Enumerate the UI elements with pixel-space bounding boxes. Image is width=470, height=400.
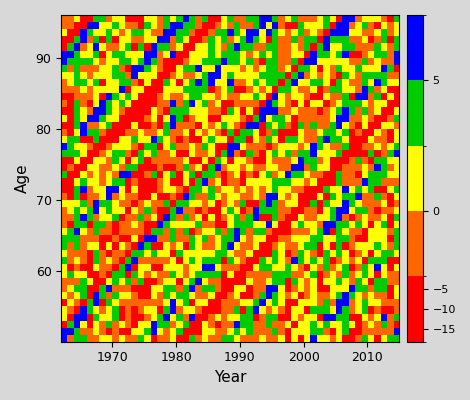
X-axis label: Year: Year: [214, 370, 247, 385]
Y-axis label: Age: Age: [15, 164, 30, 193]
